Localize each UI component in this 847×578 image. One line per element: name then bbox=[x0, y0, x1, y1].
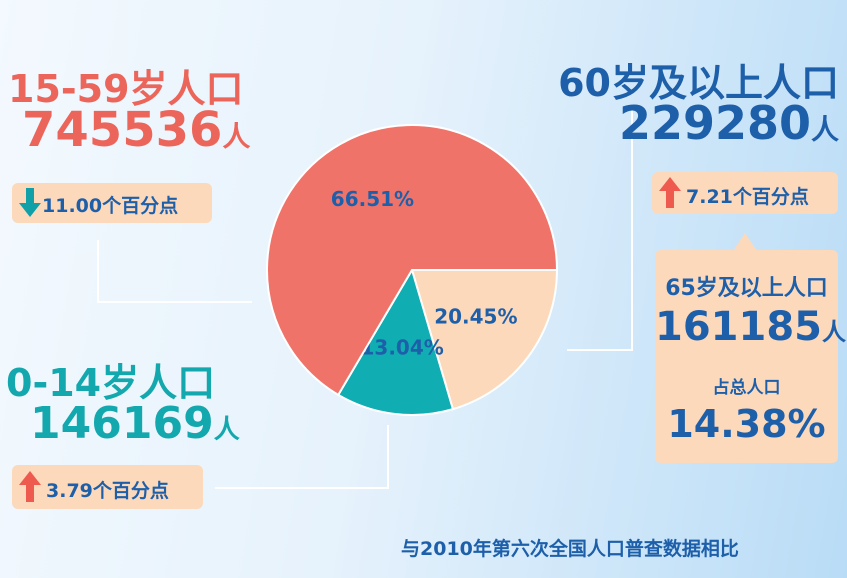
group-title: 15-59岁人口 bbox=[8, 67, 244, 111]
count: 229280 bbox=[618, 96, 811, 150]
group-count: 229280人 bbox=[619, 96, 839, 150]
change-box: 11.00个百分点 bbox=[12, 183, 212, 223]
pie-slice bbox=[336, 267, 455, 416]
count: 745536 bbox=[22, 102, 223, 158]
sub-title: 65岁及以上人口 bbox=[665, 276, 828, 301]
slice-label: 20.45% bbox=[434, 304, 517, 328]
group-title: 0-14岁人口 bbox=[6, 361, 216, 405]
change: 7.21个百分点 bbox=[686, 186, 809, 208]
unit: 人 bbox=[222, 120, 251, 153]
slice-label: 13.04% bbox=[360, 336, 443, 360]
change-box: 3.79个百分点 bbox=[12, 465, 203, 509]
unit: 人 bbox=[810, 113, 839, 146]
count: 161185 bbox=[655, 304, 822, 350]
arrow-up bbox=[19, 471, 41, 502]
arrow-up bbox=[659, 177, 681, 208]
sub-panel: 65岁及以上人口 161185人 占总人口 14.38% bbox=[655, 250, 846, 463]
sub-count: 161185人 bbox=[655, 304, 846, 350]
slice-label: 66.51% bbox=[331, 187, 414, 211]
share: 14.38% bbox=[667, 402, 826, 446]
change: 11.00个百分点 bbox=[42, 195, 179, 217]
unit: 人 bbox=[822, 318, 846, 346]
connector bbox=[215, 425, 389, 489]
group-title: 60岁及以上人口 bbox=[558, 61, 839, 105]
group-count: 745536人 bbox=[22, 102, 250, 158]
count: 146169 bbox=[30, 398, 214, 449]
arrow-down bbox=[19, 188, 41, 217]
pie-slice bbox=[266, 124, 559, 397]
unit: 人 bbox=[213, 415, 240, 445]
change-box: 7.21个百分点 bbox=[652, 172, 838, 214]
pointer bbox=[733, 233, 757, 251]
pie-slice bbox=[410, 269, 559, 411]
share-label: 占总人口 bbox=[712, 378, 781, 398]
connector bbox=[97, 240, 252, 303]
group-count: 146169人 bbox=[30, 398, 240, 449]
pie: 20.45% 13.04% 66.51% bbox=[266, 124, 559, 416]
footer: 与2010年第六次全国人口普查数据相比 bbox=[401, 538, 739, 560]
change: 3.79个百分点 bbox=[46, 480, 169, 502]
connector bbox=[567, 108, 633, 351]
